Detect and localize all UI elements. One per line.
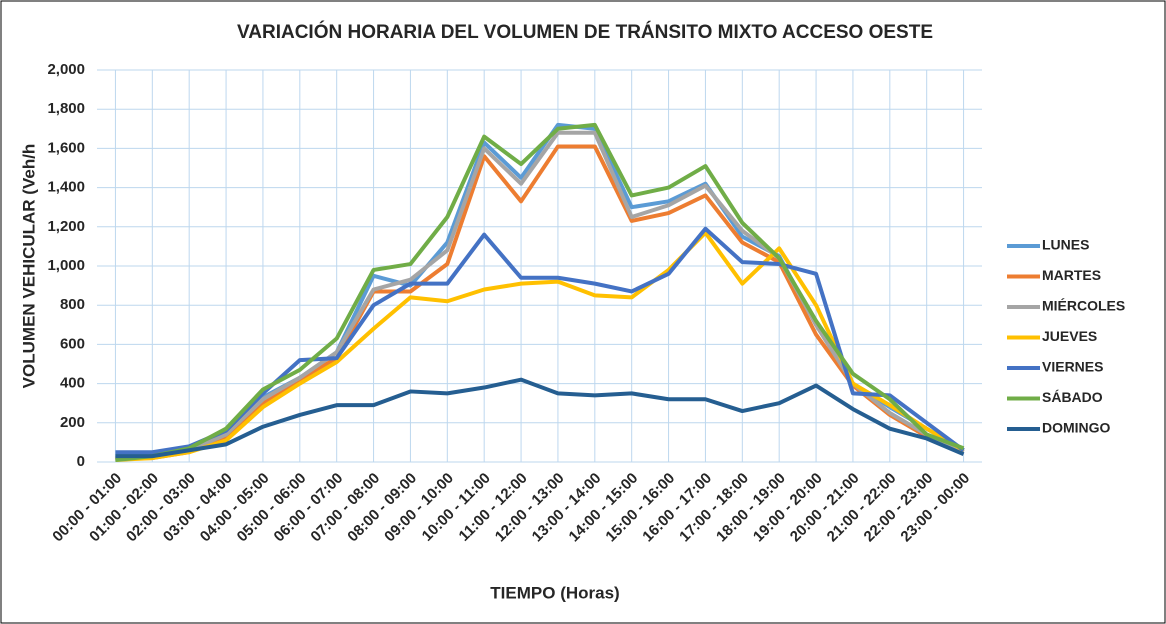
y-tick-label: 1,600 (47, 139, 85, 156)
y-tick-label: 600 (60, 335, 85, 352)
line (115, 130, 965, 461)
legend-label: SÁBADO (1042, 389, 1103, 405)
legend-label: LUNES (1042, 237, 1089, 253)
x-axis-label: TIEMPO (Horas) (490, 583, 619, 602)
legend-label: MIÉRCOLES (1042, 298, 1125, 314)
legend-label: MARTES (1042, 267, 1101, 283)
y-tick-label: 1,800 (47, 100, 85, 117)
line (115, 226, 965, 455)
y-tick-label: 1,000 (47, 257, 85, 274)
legend-label: JUEVES (1042, 328, 1097, 344)
legend-label: VIERNES (1042, 359, 1103, 375)
y-tick-label: 2,000 (47, 61, 85, 78)
y-tick-label: 200 (60, 414, 85, 431)
chart-title: VARIACIÓN HORARIA DEL VOLUMEN DE TRÁNSIT… (237, 21, 933, 43)
y-tick-label: 1,400 (47, 179, 85, 196)
line (115, 230, 965, 463)
y-tick-label: 1,200 (47, 218, 85, 235)
legend-label: DOMINGO (1042, 420, 1111, 436)
y-tick-label: 800 (60, 296, 85, 313)
y-tick-label: 0 (77, 453, 85, 470)
line (115, 377, 965, 459)
y-tick-label: 400 (60, 375, 85, 392)
y-axis-label: VOLUMEN VEHICULAR (Veh/h (19, 144, 38, 389)
line (115, 144, 965, 461)
line (115, 122, 965, 463)
